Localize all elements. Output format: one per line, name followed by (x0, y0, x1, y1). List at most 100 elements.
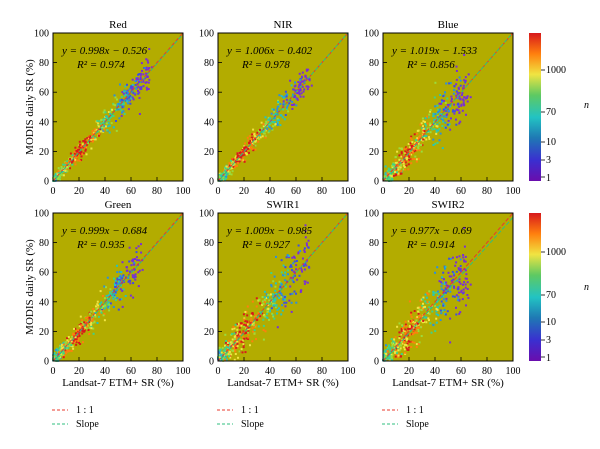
data-point (253, 326, 256, 328)
data-point (394, 355, 397, 358)
data-point (115, 120, 117, 122)
data-point (397, 172, 400, 175)
r-squared: R² = 0.927 (241, 239, 290, 251)
data-point (229, 345, 232, 348)
data-point (275, 304, 278, 307)
data-point (246, 305, 249, 308)
data-point (303, 251, 306, 253)
data-point (295, 97, 298, 100)
data-point (133, 261, 136, 264)
data-point (267, 293, 270, 296)
data-point (262, 324, 265, 327)
data-point (444, 126, 447, 129)
data-point (59, 173, 62, 176)
data-point (449, 82, 452, 85)
data-point (101, 308, 104, 311)
data-point (383, 353, 386, 356)
x-tick-label: 20 (404, 366, 414, 377)
data-point (127, 280, 130, 283)
data-point (410, 319, 413, 322)
data-point (242, 313, 245, 316)
data-point (115, 264, 118, 267)
data-point (104, 111, 107, 114)
data-point (262, 338, 265, 341)
data-point (265, 293, 268, 296)
data-point (305, 68, 308, 71)
data-point (242, 343, 245, 346)
data-point (290, 265, 293, 268)
x-tick-label: 100 (506, 186, 521, 197)
data-point (225, 177, 228, 179)
data-point (417, 315, 420, 318)
data-point (236, 154, 239, 157)
data-point (130, 85, 133, 87)
data-point (466, 288, 469, 290)
data-point (462, 288, 465, 291)
data-point (417, 147, 420, 150)
data-point (85, 327, 88, 330)
data-point (297, 86, 300, 89)
data-point (138, 97, 141, 99)
data-point (266, 308, 269, 311)
data-point (305, 242, 308, 245)
data-point (103, 128, 106, 131)
data-point (437, 129, 440, 132)
data-point (225, 345, 228, 348)
data-point (236, 156, 239, 159)
data-point (138, 86, 141, 89)
data-point (134, 273, 137, 276)
data-point (459, 120, 462, 123)
data-point (416, 327, 419, 329)
data-point (235, 164, 238, 167)
data-point (428, 306, 431, 309)
data-point (416, 132, 419, 135)
data-point (291, 100, 294, 103)
data-point (234, 323, 237, 326)
legend-2: 1 : 1 Slope (217, 405, 264, 430)
data-point (114, 279, 117, 282)
data-point (96, 119, 99, 122)
data-point (102, 126, 105, 129)
data-point (244, 142, 246, 145)
data-point (298, 274, 301, 277)
data-point (281, 304, 284, 307)
data-point (246, 136, 249, 139)
data-point (457, 103, 460, 106)
data-point (239, 156, 242, 159)
data-point (390, 338, 393, 341)
data-point (246, 314, 249, 317)
data-point (223, 171, 226, 174)
y-tick-label: 40 (39, 117, 49, 128)
data-point (91, 139, 94, 142)
data-point (403, 339, 406, 342)
data-point (440, 114, 443, 117)
data-point (148, 78, 151, 81)
data-point (401, 148, 404, 150)
data-point (402, 164, 405, 167)
data-point (439, 94, 442, 96)
data-point (75, 148, 78, 151)
data-point (231, 332, 234, 335)
data-point (223, 354, 226, 357)
data-point (121, 103, 124, 106)
data-point (105, 286, 107, 289)
data-point (417, 322, 419, 325)
data-point (273, 275, 276, 278)
data-point (435, 112, 438, 115)
data-point (252, 323, 255, 326)
data-point (408, 328, 411, 331)
data-point (105, 294, 108, 297)
y-axis-label-top: MODIS daily SR (%) (24, 59, 36, 155)
data-point (429, 122, 432, 125)
data-point (461, 109, 464, 112)
y-tick-label: 100 (199, 209, 214, 220)
data-point (127, 108, 130, 111)
data-point (218, 352, 221, 354)
data-point (462, 256, 465, 259)
data-point (240, 348, 243, 351)
data-point (288, 102, 291, 105)
data-point (404, 343, 406, 346)
data-point (384, 351, 387, 354)
x-tick-label: 0 (51, 186, 56, 197)
